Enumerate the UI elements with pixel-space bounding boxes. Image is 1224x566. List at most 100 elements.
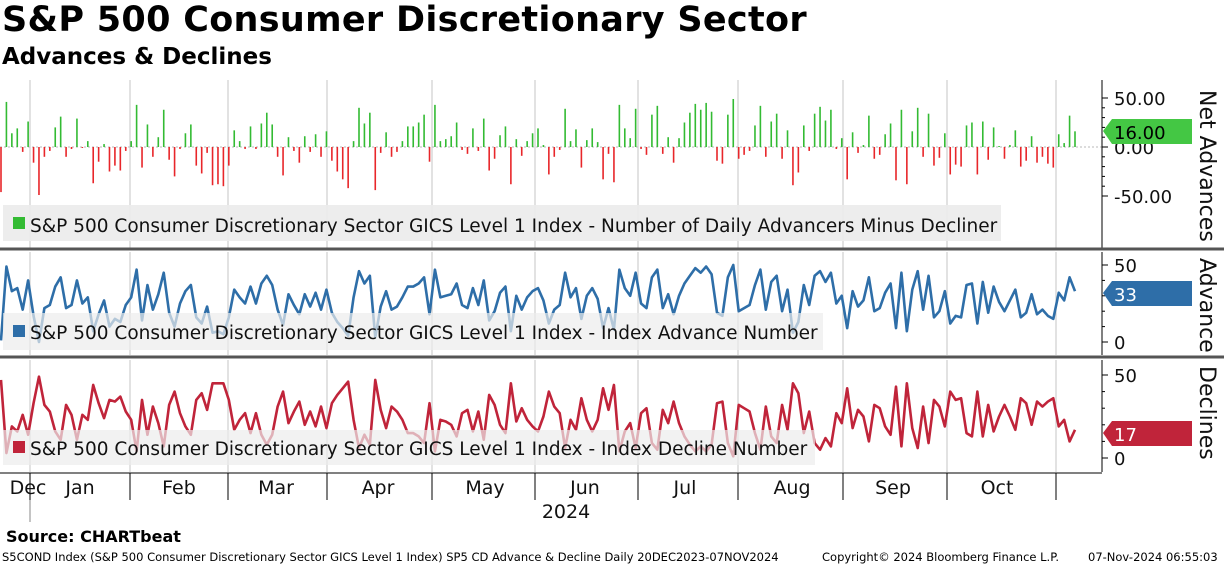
net-bar [716,147,718,161]
net-bar [651,115,653,147]
x-month-label: Jul [673,477,697,499]
net-bar [657,106,659,147]
net-bar [434,105,436,147]
net-bar [781,147,783,159]
net-bar [152,147,154,157]
net-bar [890,123,892,147]
net-bar [792,147,794,185]
net-bar [955,147,957,165]
net-bar [711,112,713,147]
net-bar [971,123,973,148]
net-bar [98,147,100,162]
source-label: Source: CHARTbeat [6,527,181,546]
net-bar [418,123,420,148]
net-bar [960,147,962,167]
x-month-label: Apr [362,477,395,499]
net-bar [879,147,881,155]
net-bar [168,147,170,160]
advance-legend-swatch [13,325,25,337]
net-bar [765,147,767,157]
net-bar [722,147,724,164]
net-bar [825,121,827,147]
net-bar [472,128,474,147]
declines-y-ticks: 500 [1102,366,1137,470]
net-bar [537,128,539,147]
net-bar [586,140,588,147]
net-bar [445,139,447,147]
net-bar [456,123,458,148]
net-bar [548,147,550,174]
net-bar [326,131,328,147]
net-bar [868,116,870,147]
net-bar [299,147,301,163]
net-bar [836,147,838,149]
net-bar [1047,147,1049,164]
net-bar [499,135,501,147]
net-bar [163,110,165,147]
net-bar [331,147,333,161]
net-bar [613,147,615,182]
advance-legend-text: S&P 500 Consumer Discretionary Sector GI… [30,323,818,344]
net-bar [6,102,8,147]
net-bar [174,147,176,176]
net-bar [244,147,246,149]
net-bar [27,122,29,147]
net-bar [803,125,805,147]
net-bar [494,147,496,159]
net-bar [695,104,697,147]
net-bar [60,117,62,147]
net-bar [147,124,149,147]
advance-tick-label: 50 [1114,256,1137,277]
net-tick-label: -50.00 [1114,187,1172,208]
net-bar [233,130,235,147]
net-y-label: Net Advances [1194,90,1219,242]
x-month-label: Oct [981,477,1014,499]
net-bar [11,133,13,147]
x-month-label: Mar [258,477,294,499]
net-bar [440,141,442,147]
net-bar [309,147,311,152]
net-bar [239,141,241,147]
net-bar [412,126,414,147]
net-bar [54,127,56,147]
x-month-label: Feb [162,477,196,499]
net-bar [852,132,854,147]
net-bar [380,147,382,153]
net-bar [575,129,577,147]
net-bar [673,147,675,163]
net-bar [863,145,865,147]
advance-tick-label: 0 [1114,333,1125,354]
net-bar [977,147,979,174]
net-bar [125,147,127,151]
net-bar [732,99,734,147]
net-bar [271,124,273,147]
net-bar [1009,145,1011,147]
net-bar [749,147,751,151]
net-bar [358,108,360,147]
net-bar [185,133,187,147]
net-bar [223,147,225,186]
net-bar [895,147,897,180]
net-bar [738,147,740,159]
net-bar [1004,147,1006,159]
net-bar [266,113,268,147]
net-bar [1015,130,1017,147]
net-bar [884,134,886,147]
net-bar [982,122,984,147]
net-bar [402,141,404,147]
net-bar [505,126,507,147]
declines-tick-label: 0 [1114,449,1125,470]
x-month-label: Jan [64,477,94,499]
advance-last-value: 33 [1114,285,1137,306]
net-bar [141,147,143,168]
net-bar [288,137,290,147]
net-bar [109,147,111,172]
net-bar [901,110,903,147]
net-bar [689,113,691,147]
net-bar [255,147,257,149]
net-bar [82,147,84,148]
net-bar [228,147,230,166]
net-bar [38,147,40,195]
net-bar [374,147,376,190]
net-bar [760,106,762,147]
